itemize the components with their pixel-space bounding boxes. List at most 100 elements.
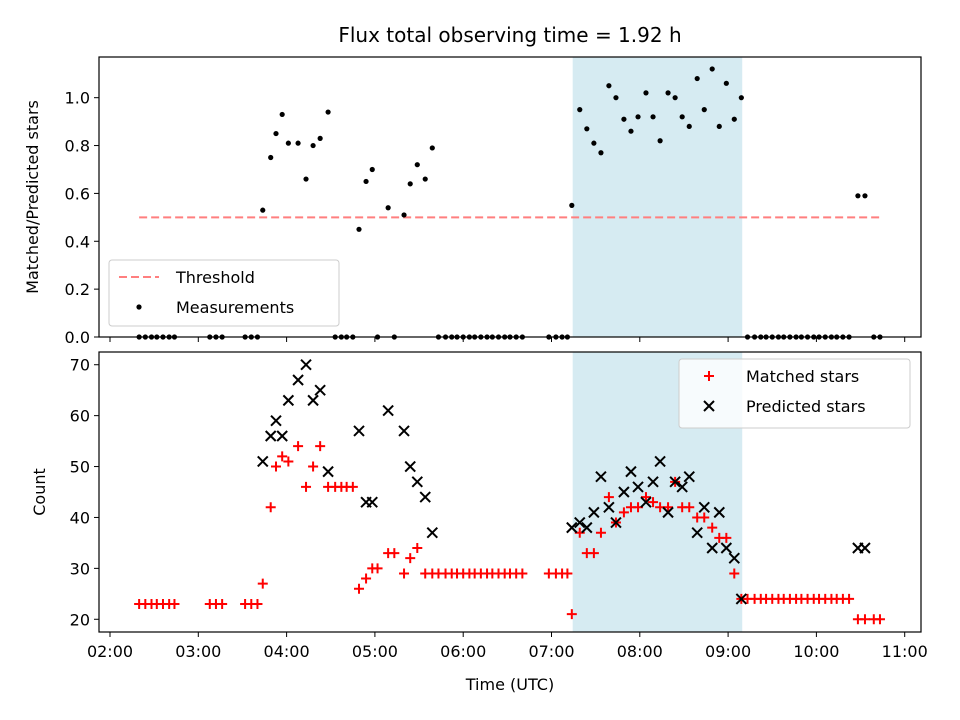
measurement-point [310,142,316,149]
predicted-point [426,527,439,539]
measurement-point [407,181,413,187]
measurement-point [268,154,274,161]
predicted-point [382,404,394,417]
legend-predicted-swatch [703,400,715,412]
predicted-point [713,506,725,519]
predicted-point [270,415,282,427]
y-axis-label: Matched/Predicted stars [23,100,42,294]
matched-point [874,614,885,625]
measurement-point [598,150,604,156]
y-axis-label: Count [30,468,49,516]
matched-point [169,599,180,609]
y-tick-label: 60 [70,407,90,426]
predicted-point [618,486,630,498]
measurement-point [584,126,590,132]
x-tick-label: 02:00 [87,642,133,661]
measurement-point [279,111,285,118]
x-tick-label: 10:00 [793,642,839,661]
measurement-point [694,75,700,82]
matched-point [293,441,304,452]
matched-point [721,532,732,543]
matched-point [405,553,416,564]
measurement-point [414,162,420,168]
predicted-point [307,394,319,407]
predicted-point [411,476,423,488]
matched-point [283,456,294,467]
matched-point [389,548,400,559]
legend-measurement-swatch [136,304,142,310]
measurement-point [260,207,266,213]
measurement-point [643,90,649,96]
measurement-point [665,90,671,96]
measurement-point [303,176,309,182]
matched-point [729,568,740,579]
measurement-point [716,123,722,130]
legend-label: Threshold [175,268,255,287]
predicted-point [706,542,718,554]
predicted-point [314,384,326,396]
matched-point [588,548,599,559]
measurement-point [855,193,861,199]
matched-point [354,583,365,594]
x-tick-label: 06:00 [440,642,486,661]
measurement-point [862,193,868,199]
measurement-point [317,135,323,141]
measurement-point [686,123,692,130]
matched-point [301,481,312,492]
matched-point [412,543,423,553]
y-tick-label: 1.0 [65,89,90,108]
matched-point [707,522,718,533]
measurement-point [672,95,678,101]
measurement-point [723,80,729,86]
matched-point [562,568,573,579]
predicted-point [698,501,710,513]
matched-point [347,481,358,492]
predicted-point [257,455,269,468]
measurement-point [569,202,575,208]
matched-point [684,502,695,513]
y-tick-label: 30 [70,559,90,578]
measurement-point [422,176,428,182]
matched-point [372,563,383,574]
matched-point [361,573,372,584]
measurement-point [635,114,641,120]
measurement-point [701,107,707,113]
matched-point [648,497,659,508]
matched-point [618,507,629,518]
measurement-point [731,116,737,122]
matched-point [517,568,528,579]
predicted-point [419,491,431,503]
predicted-point [610,516,622,529]
predicted-point [691,527,703,539]
legend-label: Matched stars [746,367,859,386]
predicted-point [728,552,740,564]
matched-point [257,578,268,589]
matched-point [217,599,228,609]
matched-point [265,502,276,513]
predicted-point [574,516,586,529]
measurement-point [709,66,715,72]
y-tick-label: 50 [70,458,90,477]
predicted-point [625,465,637,478]
measurement-point [285,140,291,146]
predicted-point [676,481,688,493]
matched-point [277,451,288,462]
measurement-point [273,130,279,137]
predicted-point [735,593,748,605]
predicted-point [640,496,652,508]
measurement-point [621,116,627,122]
matched-point [399,568,410,579]
predicted-point [632,481,644,493]
predicted-point [654,455,666,468]
legend-label: Measurements [176,298,294,317]
predicted-point [662,506,674,519]
matched-point [603,492,614,503]
predicted-point [595,471,607,483]
measurement-point [628,128,634,134]
predicted-point [398,425,410,437]
matched-point [663,502,674,513]
matched-point [640,492,651,503]
matched-point [271,461,282,472]
predicted-point [292,374,304,386]
